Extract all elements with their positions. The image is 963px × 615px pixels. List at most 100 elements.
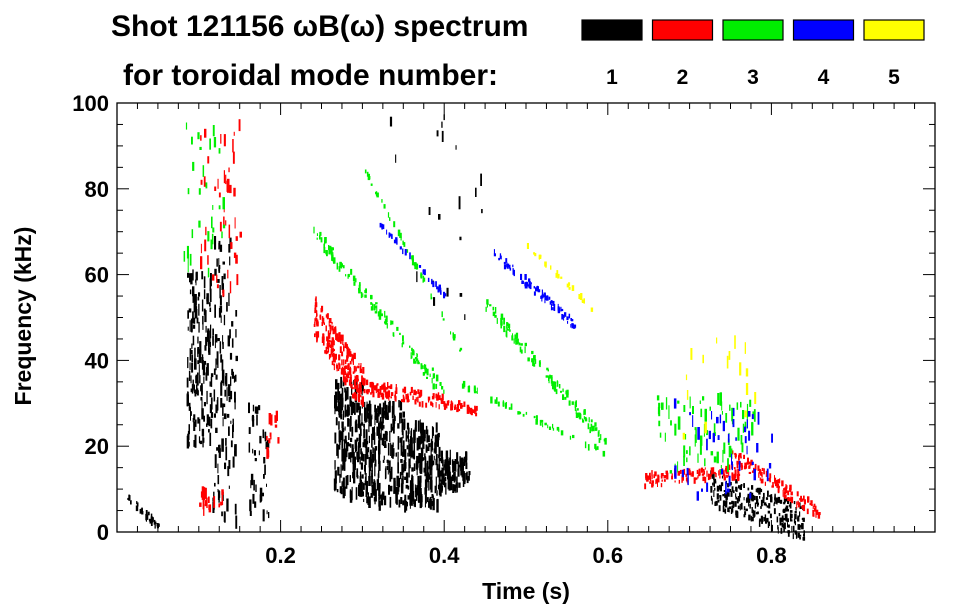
spectrum-mark — [341, 351, 344, 357]
spectrum-mark — [468, 474, 470, 481]
spectrum-mark — [423, 269, 426, 276]
spectrum-mark — [233, 131, 235, 136]
spectrum-mark — [472, 409, 475, 413]
spectrum-mark — [387, 459, 389, 466]
spectrum-mark — [799, 534, 802, 537]
spectrum-mark — [436, 433, 439, 447]
spectrum-mark — [500, 315, 503, 320]
spectrum-mark — [215, 404, 218, 414]
spectrum-mark — [552, 423, 554, 429]
spectrum-mark — [537, 289, 541, 293]
spectrum-mark — [361, 389, 363, 396]
spectrum-mark — [217, 463, 219, 474]
spectrum-mark — [374, 457, 376, 465]
spectrum-mark — [360, 428, 362, 437]
spectrum-mark — [701, 488, 703, 492]
spectrum-mark — [385, 431, 388, 435]
spectrum-mark — [740, 435, 743, 445]
spectrum-mark — [432, 383, 435, 390]
spectrum-mark — [420, 431, 423, 444]
spectrum-mark — [211, 216, 213, 229]
spectrum-mark — [263, 457, 266, 464]
spectrum-mark — [797, 515, 800, 522]
spectrum-mark — [710, 486, 713, 493]
spectrum-mark — [719, 485, 722, 492]
spectrum-mark — [218, 205, 221, 210]
spectrum-mark — [202, 315, 204, 325]
spectrum-mark — [594, 443, 597, 449]
spectrum-mark — [443, 401, 446, 407]
spectrum-mark — [340, 376, 343, 389]
spectrum-mark — [348, 452, 351, 460]
spectrum-mark — [401, 464, 403, 475]
spectrum-mark — [526, 243, 529, 249]
spectrum-mark — [776, 483, 779, 488]
spectrum-mark — [744, 421, 747, 431]
spectrum-mark — [746, 445, 748, 455]
spectrum-mark — [509, 329, 511, 332]
spectrum-mark — [425, 463, 427, 472]
spectrum-mark — [209, 392, 212, 398]
spectrum-mark — [759, 470, 762, 476]
spectrum-mark — [677, 470, 681, 476]
spectrum-mark — [761, 467, 764, 471]
spectrum-mark — [205, 226, 207, 236]
spectrum-mark — [456, 452, 459, 465]
mode-4-feature — [493, 249, 577, 329]
spectrum-mark — [322, 338, 325, 341]
spectrum-mark — [368, 435, 370, 444]
spectrum-mark — [363, 388, 366, 394]
spectrum-mark — [223, 413, 227, 420]
spectrum-mark — [323, 247, 326, 254]
spectrum-mark — [325, 314, 328, 318]
spectrum-mark — [212, 125, 215, 137]
spectrum-mark — [657, 482, 658, 487]
spectrum-mark — [378, 422, 380, 437]
spectrum-mark — [358, 287, 360, 291]
spectrum-mark — [753, 409, 756, 422]
spectrum-mark — [359, 391, 361, 397]
spectrum-mark — [368, 476, 371, 486]
spectrum-mark — [351, 426, 354, 437]
spectrum-mark — [198, 349, 202, 363]
spectrum-mark — [716, 337, 718, 344]
spectrum-mark — [383, 410, 386, 416]
spectrum-mark — [462, 462, 464, 474]
spectrum-mark — [785, 484, 787, 491]
spectrum-mark — [742, 410, 745, 420]
spectrum-mark — [769, 477, 771, 483]
spectrum-mark — [585, 418, 588, 422]
spectrum-mark — [724, 474, 726, 481]
spectrum-mark — [749, 399, 752, 407]
spectrum-mark — [206, 423, 208, 427]
spectrum-mark — [401, 399, 404, 403]
spectrum-mark — [387, 469, 389, 475]
spectrum-mark — [268, 438, 271, 444]
spectrum-mark — [725, 468, 728, 472]
spectrum-mark — [377, 407, 380, 417]
spectrum-mark — [235, 329, 237, 338]
spectrum-mark — [206, 367, 208, 376]
spectrum-mark — [213, 491, 215, 500]
spectrum-mark — [436, 490, 438, 496]
spectrum-mark — [203, 308, 206, 316]
spectrum-mark — [197, 417, 200, 424]
legend-swatch-mode-3 — [722, 19, 784, 41]
mode-1-feature — [362, 400, 406, 511]
spectrum-mark — [437, 484, 441, 490]
spectrum-mark — [264, 431, 267, 442]
spectrum-mark — [202, 499, 205, 510]
spectrum-mark — [410, 437, 413, 444]
spectrum-mark — [690, 348, 693, 360]
spectrum-mark — [333, 349, 335, 352]
spectrum-mark — [571, 285, 575, 291]
spectrum-mark — [735, 479, 738, 484]
spectrum-mark — [332, 348, 335, 352]
spectrum-mark — [435, 393, 438, 399]
spectrum-mark — [720, 468, 724, 475]
spectrum-mark — [429, 373, 431, 377]
spectrum-mark — [402, 394, 405, 397]
spectrum-mark — [457, 461, 459, 474]
spectrum-mark — [221, 511, 223, 517]
spectrum-mark — [337, 382, 340, 390]
